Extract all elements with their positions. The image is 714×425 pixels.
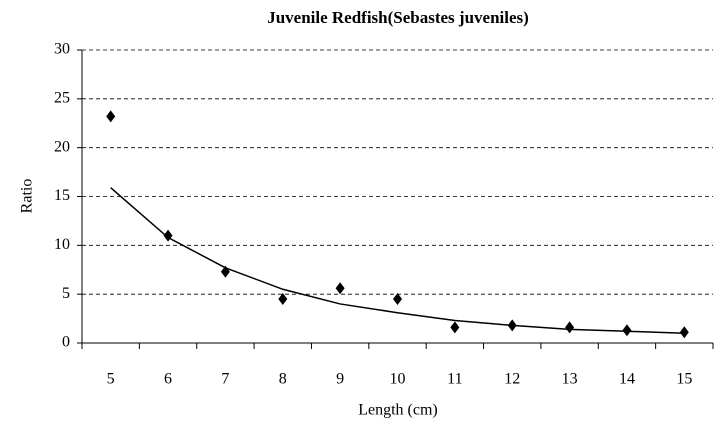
y-tick-label: 25 [54, 90, 70, 107]
data-point [679, 326, 689, 339]
x-tick-label: 14 [619, 371, 635, 388]
data-point [450, 321, 460, 334]
x-axis-label: Length (cm) [358, 402, 438, 419]
x-tick-label: 12 [504, 371, 520, 388]
data-point [335, 282, 345, 295]
y-tick-label: 30 [54, 41, 70, 58]
x-tick-label: 7 [221, 371, 229, 388]
x-tick-label: 15 [676, 371, 692, 388]
x-tick-label: 11 [447, 371, 462, 388]
data-point [622, 324, 632, 337]
y-tick-label: 0 [62, 334, 70, 351]
x-tick-label: 9 [336, 371, 344, 388]
y-tick-label: 15 [54, 187, 70, 204]
data-point [565, 321, 575, 334]
y-tick-label: 20 [54, 138, 70, 155]
x-tick-label: 8 [279, 371, 287, 388]
y-tick-label: 5 [62, 285, 70, 302]
chart-title: Juvenile Redfish(Sebastes juveniles) [267, 8, 529, 27]
x-tick-label: 5 [107, 371, 115, 388]
data-point [278, 293, 288, 306]
x-tick-label: 10 [390, 371, 406, 388]
data-point [106, 110, 116, 123]
y-axis-label: Ratio [19, 179, 36, 214]
y-tick-label: 10 [54, 236, 70, 253]
trend-line [110, 187, 685, 334]
x-tick-label: 6 [164, 371, 172, 388]
data-point [393, 293, 402, 306]
x-tick-label: 13 [562, 371, 578, 388]
